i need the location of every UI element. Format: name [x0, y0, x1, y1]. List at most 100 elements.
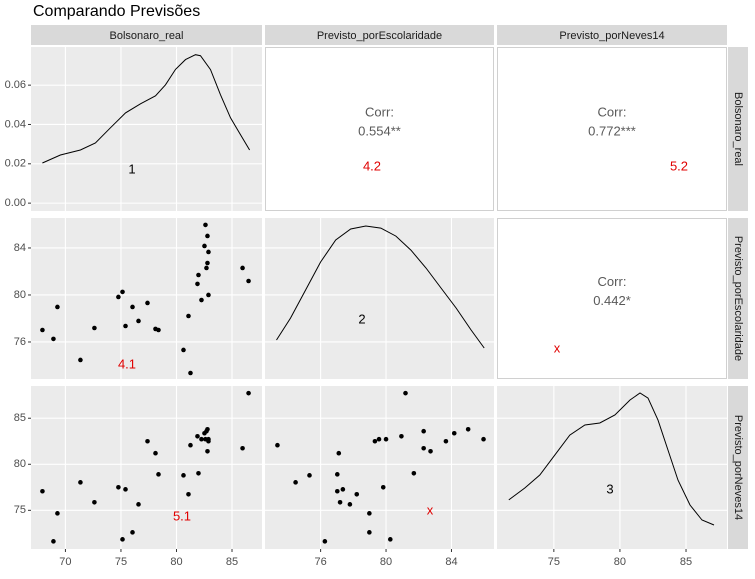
panel: [265, 218, 494, 379]
point: [399, 433, 404, 439]
annotation: 5.1: [173, 508, 191, 523]
x-tick-label: 80: [170, 556, 182, 568]
point: [202, 243, 207, 249]
point: [240, 445, 245, 451]
point: [336, 450, 342, 456]
strip: [497, 25, 727, 45]
point: [195, 281, 200, 287]
column-strip-label: Bolsonaro_real: [110, 30, 184, 42]
point: [334, 472, 340, 477]
point: [347, 502, 353, 507]
x-tick-label: 70: [59, 556, 71, 568]
point: [451, 430, 457, 436]
y-tick-label: 0.06: [5, 79, 26, 91]
row-strip-label: Bolsonaro_real: [732, 92, 744, 166]
panel: [31, 218, 262, 379]
y-tick-label: 0.00: [5, 197, 26, 209]
point: [383, 436, 389, 442]
point: [204, 265, 209, 271]
annotation: x: [427, 502, 434, 517]
point: [51, 539, 56, 544]
column-strip-label: Previsto_porNeves14: [559, 30, 664, 42]
x-tick-label: 85: [226, 556, 238, 568]
point: [153, 450, 158, 456]
point: [116, 484, 121, 490]
point: [376, 436, 382, 442]
point: [411, 471, 417, 476]
panel: [31, 386, 262, 549]
annotation: 2: [358, 311, 365, 326]
point: [156, 327, 161, 333]
panel: [497, 47, 727, 211]
point: [40, 488, 45, 494]
y-tick-label: 84: [14, 242, 26, 254]
point: [186, 313, 191, 319]
x-tick-label: 75: [115, 556, 127, 568]
panel: [497, 386, 727, 549]
panel: [31, 47, 262, 211]
annotation: x: [554, 340, 561, 355]
x-tick-label: 76: [314, 556, 326, 568]
row-strip-label: Previsto_porNeves14: [732, 415, 744, 520]
chart-title: Comparando Previsões: [33, 3, 200, 20]
point: [130, 530, 135, 535]
point: [123, 323, 128, 329]
row-strip-label: Previsto_porEscolaridade: [732, 236, 744, 361]
column-strip-label: Previsto_porEscolaridade: [317, 30, 442, 42]
annotation: 5.2: [670, 158, 688, 173]
strip: [728, 386, 748, 549]
point: [205, 260, 210, 266]
y-tick-label: 0.02: [5, 158, 26, 170]
point: [186, 491, 191, 497]
x-tick-label: 80: [380, 556, 392, 568]
y-tick-label: 80: [14, 458, 26, 470]
point: [116, 294, 121, 300]
point: [199, 436, 204, 442]
point: [275, 442, 280, 448]
point: [188, 442, 193, 448]
corr-value: 0.772***: [588, 123, 636, 138]
corr-value: 0.554**: [358, 123, 401, 138]
point: [337, 500, 343, 505]
annotation: 3: [606, 481, 613, 496]
point: [145, 300, 150, 306]
corr-label: Corr:: [598, 104, 627, 119]
x-tick-label: 80: [614, 556, 626, 568]
point: [123, 487, 128, 492]
point: [403, 390, 408, 396]
point: [387, 537, 393, 542]
point: [181, 347, 186, 353]
point: [421, 445, 426, 451]
point: [421, 428, 426, 434]
point: [188, 370, 193, 376]
point: [481, 436, 486, 442]
point: [156, 472, 161, 477]
panel: [265, 386, 494, 549]
x-tick-label: 75: [548, 556, 560, 568]
point: [196, 272, 201, 278]
y-tick-label: 85: [14, 412, 26, 424]
point: [443, 438, 449, 444]
point: [206, 249, 211, 255]
strip: [728, 47, 748, 211]
point: [55, 304, 60, 310]
point: [181, 473, 186, 478]
point: [136, 318, 141, 324]
point: [465, 426, 471, 432]
point: [195, 433, 200, 439]
density-line: [508, 392, 715, 526]
annotation: 4.2: [363, 158, 381, 173]
point: [120, 537, 125, 542]
annotation: 4.1: [118, 356, 136, 371]
point: [367, 511, 372, 516]
panel: [497, 218, 727, 379]
point: [78, 480, 83, 485]
point: [92, 500, 97, 505]
point: [367, 530, 372, 535]
point: [293, 480, 298, 485]
y-tick-label: 75: [14, 504, 26, 516]
point: [92, 325, 97, 331]
point: [120, 289, 125, 295]
point: [196, 471, 201, 476]
